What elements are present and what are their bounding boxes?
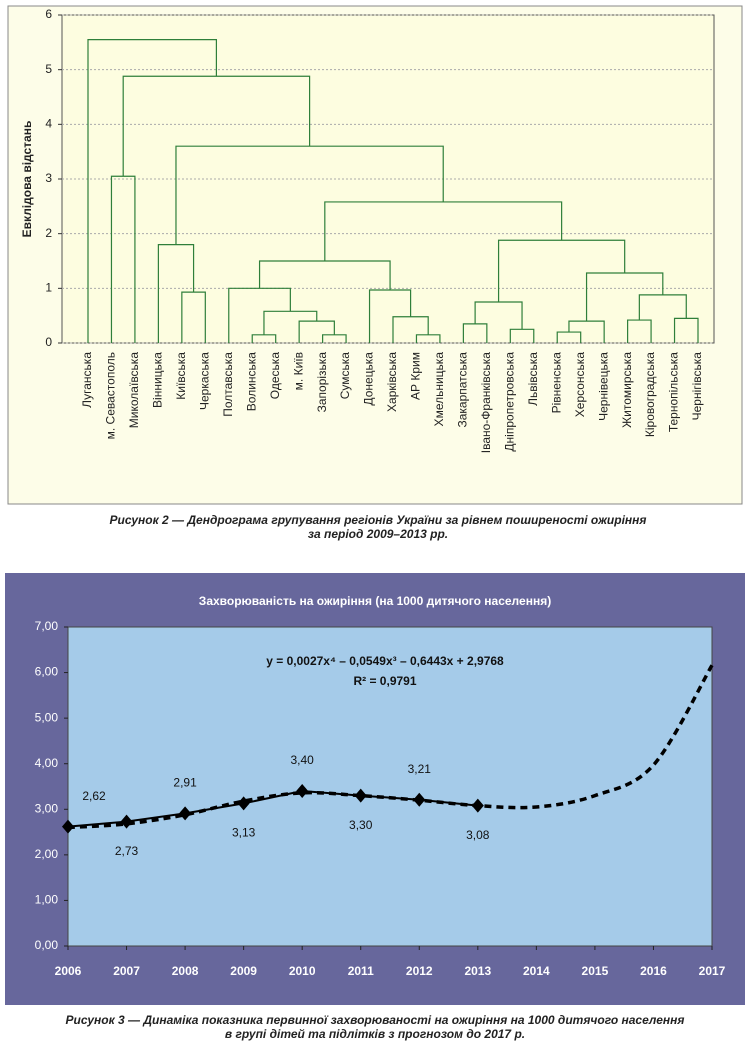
leaf-label: Чернігівська xyxy=(690,352,704,421)
y-tick-label: 1 xyxy=(45,281,52,295)
y-tick-label: 5,00 xyxy=(35,710,59,724)
y-tick-label: 2,00 xyxy=(35,847,59,861)
merge-link xyxy=(585,272,664,322)
x-tick-label: 2016 xyxy=(640,964,667,978)
leaf-label: АР Крим xyxy=(409,352,423,400)
x-tick-label: 2009 xyxy=(230,964,257,978)
leaf-label: Рівненська xyxy=(549,352,563,414)
leaf-label: Хмельницька xyxy=(432,352,446,427)
leaf-label: Харківська xyxy=(385,352,399,412)
chart-title: Захворюваність на ожиріння (на 1000 дитя… xyxy=(199,594,551,608)
y-tick-label: 2 xyxy=(45,226,52,240)
y-tick-label: 4 xyxy=(45,117,52,131)
marker xyxy=(413,792,426,807)
leaf-label: Дніпропетровська xyxy=(502,352,516,452)
value-label: 3,21 xyxy=(408,762,432,776)
leaf-label: Миколаївська xyxy=(127,352,141,429)
leaf-label: Закарпатська xyxy=(456,352,470,428)
leaf-label: Луганська xyxy=(80,352,94,408)
annotation: y = 0,0027x⁴ – 0,0549x³ – 0,6443x + 2,97… xyxy=(266,654,504,668)
merge-link xyxy=(122,75,311,177)
x-tick-label: 2008 xyxy=(172,964,199,978)
leaf-label: Черкаська xyxy=(197,352,211,410)
value-label: 2,62 xyxy=(82,789,106,803)
leaf-label: Сумська xyxy=(338,352,352,400)
leaf-label: м. Севастополь xyxy=(104,352,118,439)
leaf-label: Вінницька xyxy=(151,352,165,408)
y-tick-label: 6 xyxy=(45,7,52,21)
x-tick-label: 2010 xyxy=(289,964,316,978)
value-label: 2,73 xyxy=(115,844,139,858)
merge-link xyxy=(110,175,136,343)
merge-link xyxy=(497,239,626,302)
value-label: 3,13 xyxy=(232,826,256,840)
value-label: 3,40 xyxy=(291,753,315,767)
x-tick-label: 2012 xyxy=(406,964,433,978)
value-label: 2,91 xyxy=(173,776,197,790)
leaf-label: Донецька xyxy=(362,352,376,406)
leaf-label: Житомирська xyxy=(620,352,634,428)
leaf-label: Івано-Франківська xyxy=(479,352,493,454)
y-tick-label: 5 xyxy=(45,62,52,76)
x-tick-label: 2006 xyxy=(55,964,82,978)
y-tick-label: 0 xyxy=(45,335,52,349)
marker xyxy=(237,796,250,811)
merge-link xyxy=(556,331,582,343)
leaf-label: Київська xyxy=(174,352,188,400)
leaf-label: Волинська xyxy=(244,352,258,412)
value-label: 3,08 xyxy=(466,828,490,842)
y-tick-label: 6,00 xyxy=(35,665,59,679)
leaf-label: Львівська xyxy=(526,352,540,406)
x-tick-label: 2013 xyxy=(464,964,491,978)
leaf-label: Тернопільська xyxy=(667,352,681,432)
value-label: 3,30 xyxy=(349,818,373,832)
y-tick-label: 3 xyxy=(45,171,52,185)
y-tick-label: 0,00 xyxy=(35,938,59,952)
x-tick-label: 2011 xyxy=(348,964,374,978)
marker xyxy=(120,814,133,829)
merge-link xyxy=(87,39,217,343)
leaf-label: Запорізька xyxy=(315,352,329,413)
y-tick-label: 7,00 xyxy=(35,619,59,633)
y-tick-label: 3,00 xyxy=(35,801,59,815)
x-tick-label: 2014 xyxy=(523,964,550,978)
leaf-label: Херсонська xyxy=(573,352,587,418)
plot-area xyxy=(67,626,713,947)
leaf-label: Кіровоградська xyxy=(643,352,657,437)
caption: Рисунок 2 — Дендрограма групування регіо… xyxy=(110,513,647,527)
y-axis-label: Евклідова відстань xyxy=(20,121,34,238)
leaf-label: м. Київ xyxy=(291,352,305,390)
leaf-label: Одеська xyxy=(268,352,282,400)
leaf-label: Полтавська xyxy=(221,352,235,417)
leaf-label: Чернівецька xyxy=(596,352,610,421)
x-tick-label: 2017 xyxy=(699,964,726,978)
annotation: R² = 0,9791 xyxy=(353,674,416,688)
x-tick-label: 2007 xyxy=(113,964,140,978)
data-line xyxy=(67,790,478,828)
x-tick-label: 2015 xyxy=(582,964,609,978)
marker xyxy=(62,819,74,834)
marker xyxy=(471,798,484,813)
caption: за період 2009–2013 рр. xyxy=(308,527,448,541)
merge-link xyxy=(462,323,488,343)
marker xyxy=(354,788,367,803)
caption: Рисунок 3 — Динаміка показника первинної… xyxy=(66,1013,685,1027)
marker xyxy=(296,784,309,799)
y-tick-label: 1,00 xyxy=(35,893,59,907)
y-tick-label: 4,00 xyxy=(35,756,59,770)
caption: в групі дітей та підлітків з прогнозом д… xyxy=(225,1027,525,1041)
marker xyxy=(179,806,192,821)
